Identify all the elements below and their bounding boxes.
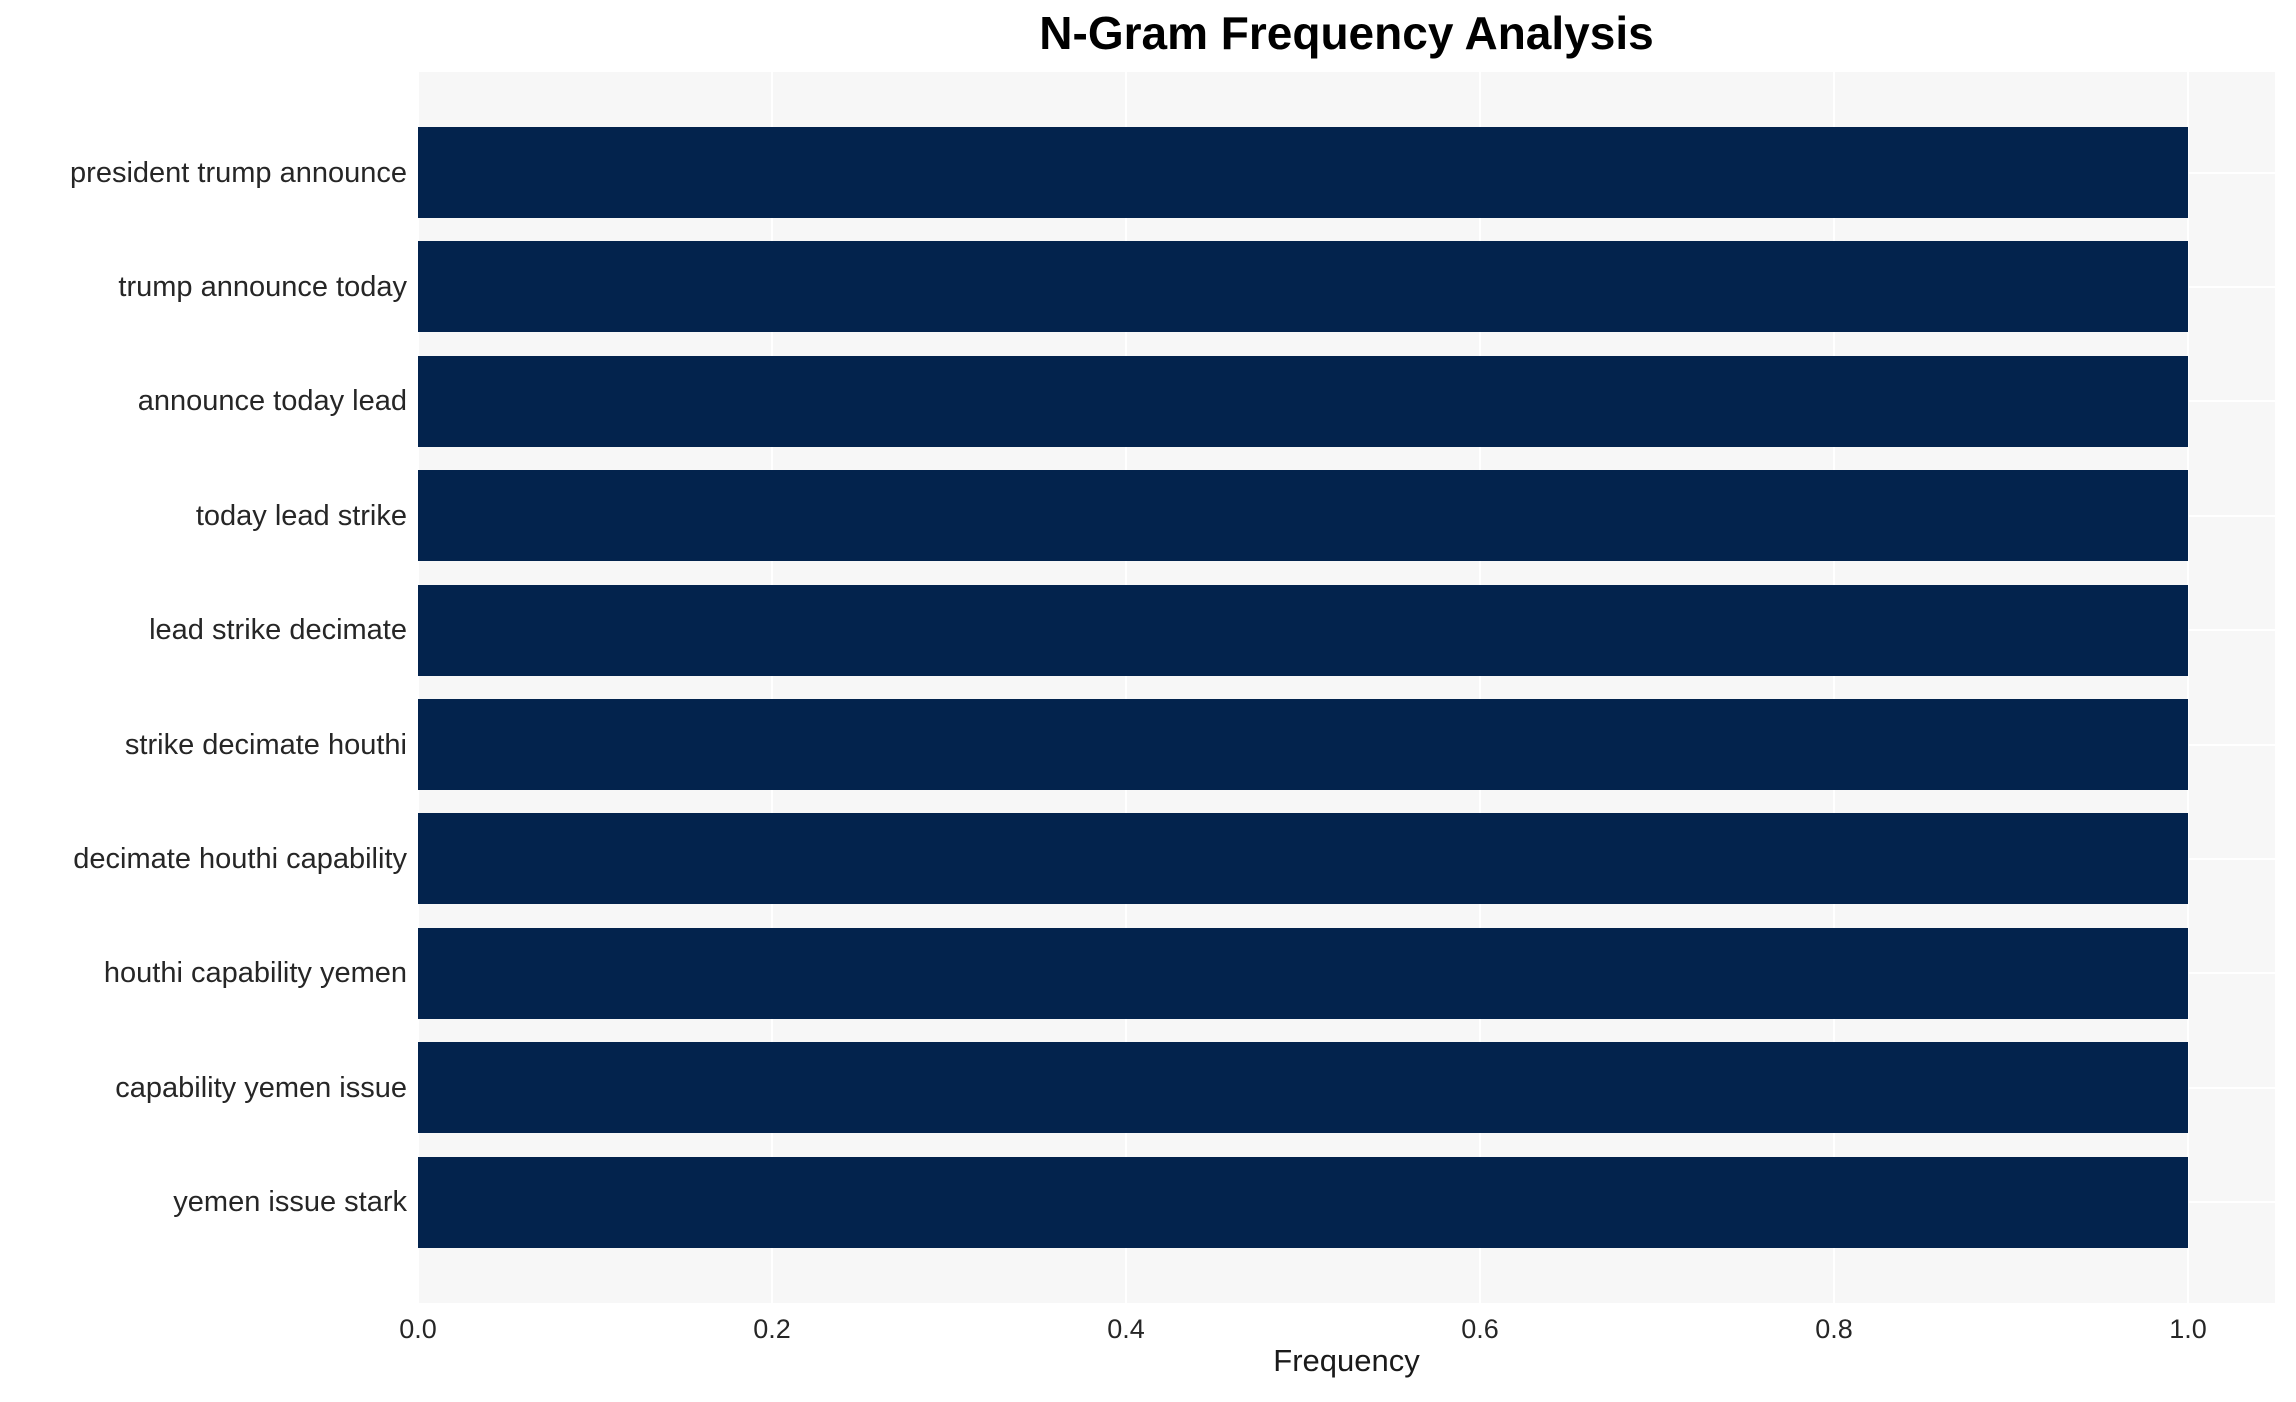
y-tick-label: decimate houthi capability	[73, 842, 407, 875]
y-tick-label: announce today lead	[137, 385, 407, 418]
x-tick-label: 0.6	[1461, 1314, 1499, 1344]
bar	[418, 355, 2188, 447]
v-gridline	[2187, 72, 2189, 1303]
x-tick-label: 1.0	[2169, 1314, 2207, 1344]
y-tick-label: yemen issue stark	[173, 1186, 407, 1219]
y-tick-label: today lead strike	[195, 499, 407, 532]
y-tick-label: strike decimate houthi	[124, 728, 407, 761]
x-tick-label: 0.4	[1107, 1314, 1145, 1344]
bar	[418, 1156, 2188, 1248]
x-axis-label: Frequency	[1273, 1343, 1420, 1378]
v-gridline	[771, 72, 773, 1303]
plot-area	[417, 72, 2275, 1303]
x-tick-label: 0.0	[399, 1314, 437, 1344]
bar	[418, 813, 2188, 905]
y-tick-label: president trump announce	[70, 156, 407, 189]
bar	[418, 927, 2188, 1019]
v-gridline	[1833, 72, 1835, 1303]
y-tick-label: houthi capability yemen	[103, 957, 407, 990]
y-tick-label: trump announce today	[118, 270, 407, 303]
v-gridline	[1479, 72, 1481, 1303]
x-tick-label: 0.8	[1815, 1314, 1853, 1344]
bar	[418, 584, 2188, 676]
v-gridline	[417, 72, 419, 1303]
y-tick-label: capability yemen issue	[115, 1071, 407, 1104]
bar	[418, 1042, 2188, 1134]
x-tick-label: 0.2	[753, 1314, 791, 1344]
bar	[418, 470, 2188, 562]
y-tick-label: lead strike decimate	[149, 614, 407, 647]
bar	[418, 699, 2188, 790]
chart-title: N-Gram Frequency Analysis	[1039, 7, 1654, 59]
bar	[418, 127, 2188, 218]
v-gridline	[1125, 72, 1127, 1303]
bar	[418, 241, 2188, 333]
